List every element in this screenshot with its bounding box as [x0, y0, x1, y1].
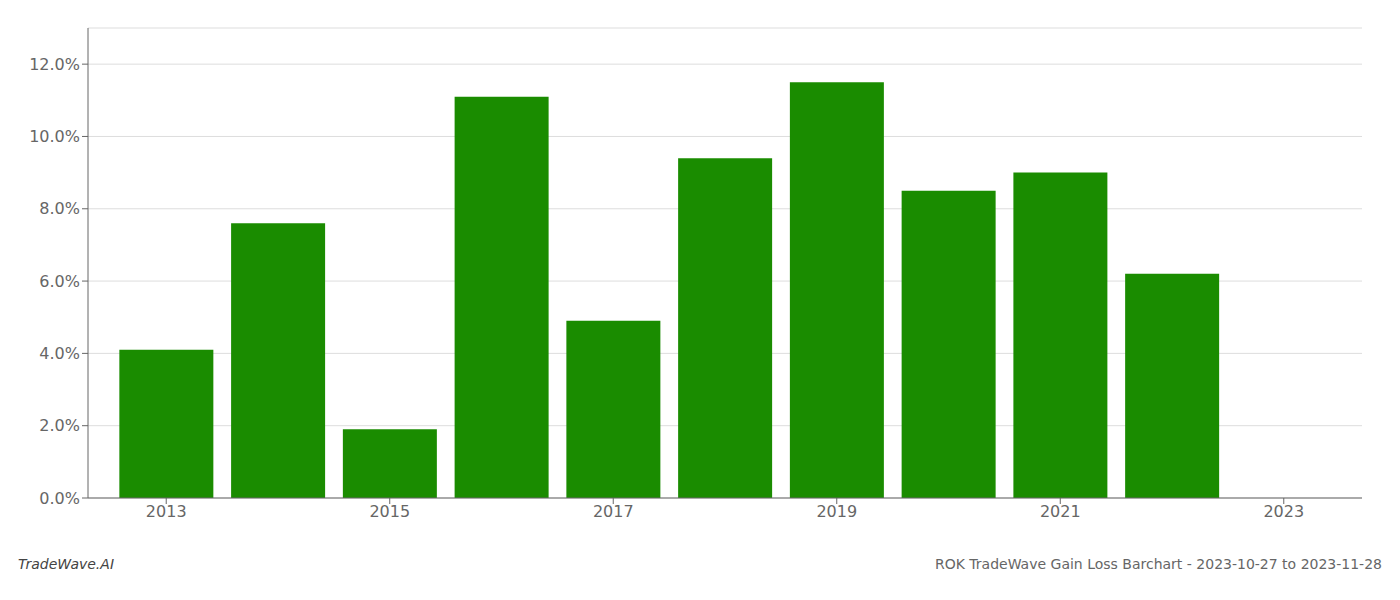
html-text:ROK TradeWave Gain Loss Barcha: ROK TradeWave Gain Loss Barchart - 2023-… — [935, 556, 1382, 572]
svg-text:2021: 2021 — [1040, 502, 1081, 521]
svg-text:0.0%: 0.0% — [39, 489, 80, 508]
svg-text:6.0%: 6.0% — [39, 272, 80, 291]
svg-text:12.0%: 12.0% — [29, 55, 80, 74]
svg-text:2019: 2019 — [816, 502, 857, 521]
svg-text:2017: 2017 — [593, 502, 634, 521]
html-text:TradeWave.AI: TradeWave.AI — [18, 556, 114, 572]
svg-text:2023: 2023 — [1263, 502, 1304, 521]
svg-text:8.0%: 8.0% — [39, 199, 80, 218]
svg-text:2015: 2015 — [369, 502, 410, 521]
svg-text:2.0%: 2.0% — [39, 416, 80, 435]
svg-text:4.0%: 4.0% — [39, 344, 80, 363]
svg-text:10.0%: 10.0% — [29, 127, 80, 146]
svg-text:2013: 2013 — [146, 502, 187, 521]
